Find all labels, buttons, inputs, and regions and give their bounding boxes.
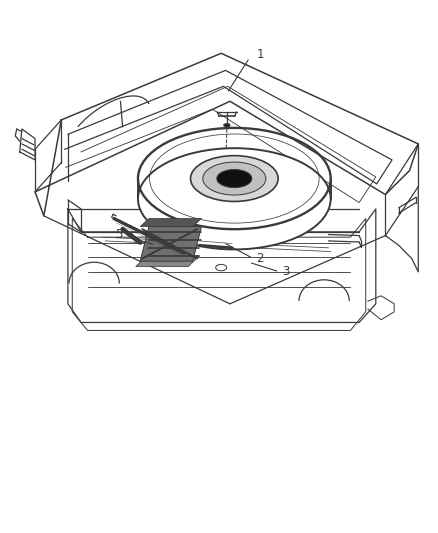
Polygon shape [140,219,201,227]
Text: 2: 2 [256,252,264,265]
Text: 1: 1 [256,48,264,61]
Polygon shape [136,256,199,266]
Text: 3: 3 [283,265,290,278]
Polygon shape [140,227,201,261]
Ellipse shape [138,148,331,249]
Ellipse shape [203,162,266,195]
Ellipse shape [191,156,278,201]
Text: 5: 5 [115,228,123,241]
Ellipse shape [224,124,230,127]
Ellipse shape [217,169,252,188]
